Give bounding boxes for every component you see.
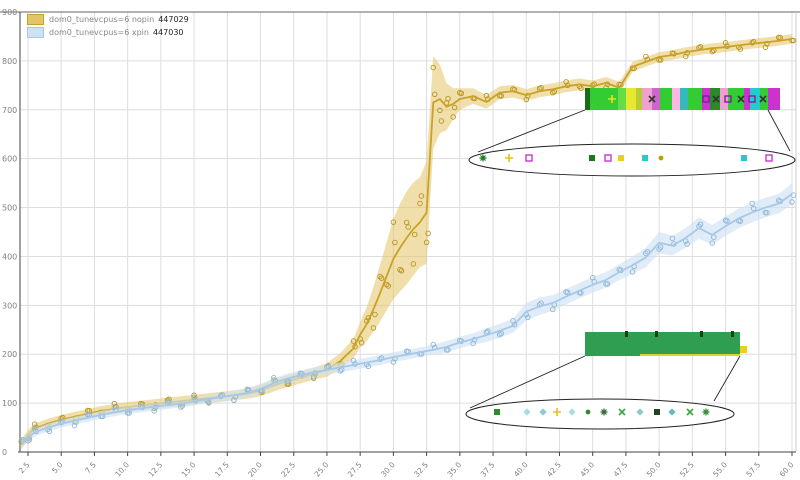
svg-text:5.0: 5.0 [50,460,65,475]
svg-text:0: 0 [2,448,7,457]
legend-value-nopin: 447029 [158,15,189,24]
svg-text:40.0: 40.0 [512,460,530,479]
svg-text:52.5: 52.5 [678,460,696,479]
y-axis-tick-labels: 0 100 200 300 400 500 600 700 800 900 [2,8,17,457]
svg-text:500: 500 [2,204,17,213]
svg-text:47.5: 47.5 [612,460,630,479]
svg-text:800: 800 [2,57,17,66]
svg-text:30.0: 30.0 [379,460,397,479]
svg-text:2.5: 2.5 [17,460,32,475]
callout-xpin-detail [465,331,747,430]
svg-text:12.5: 12.5 [146,460,164,479]
svg-text:10.0: 10.0 [113,460,131,479]
svg-text:15.0: 15.0 [180,460,198,479]
svg-text:42.5: 42.5 [545,460,563,479]
svg-text:900: 900 [2,8,17,17]
series-xpin-markers [18,192,797,444]
svg-text:200: 200 [2,350,17,359]
legend-label-nopin: dom0_tunevcpus=6 nopin [49,15,155,24]
svg-text:37.5: 37.5 [479,460,497,479]
legend: dom0_tunevcpus=6 nopin 447029 dom0_tunev… [27,13,189,39]
svg-text:45.0: 45.0 [578,460,596,479]
legend-swatch-nopin [27,14,44,25]
svg-text:25.0: 25.0 [313,460,331,479]
svg-text:400: 400 [2,252,17,261]
x-axis-tick-labels: 2.5 5.0 7.5 10.0 12.5 15.0 17.5 20.0 22.5 25.0 27.… [17,460,796,479]
axes [18,12,796,456]
legend-value-xpin: 447030 [152,28,184,37]
legend-item-nopin: dom0_tunevcpus=6 nopin 447029 [27,13,189,26]
svg-text:35.0: 35.0 [445,460,463,479]
svg-text:17.5: 17.5 [213,460,231,479]
legend-swatch-xpin [27,27,44,38]
svg-text:32.5: 32.5 [412,460,430,479]
svg-text:55.0: 55.0 [711,460,729,479]
svg-text:22.5: 22.5 [279,460,297,479]
series-xpin-line [20,193,793,444]
svg-text:57.5: 57.5 [744,460,762,479]
svg-text:600: 600 [2,155,17,164]
svg-text:60.0: 60.0 [778,460,796,479]
svg-text:700: 700 [2,106,17,115]
svg-text:20.0: 20.0 [246,460,264,479]
svg-text:50.0: 50.0 [645,460,663,479]
svg-text:7.5: 7.5 [83,460,98,475]
svg-text:27.5: 27.5 [346,460,364,479]
svg-text:100: 100 [2,399,17,408]
callout-nopin-detail [468,88,796,177]
svg-text:300: 300 [2,301,17,310]
legend-label-xpin: dom0_tunevcpus=6 xpin [49,28,149,37]
series-nopin-band [21,34,793,450]
legend-item-xpin: dom0_tunevcpus=6 xpin 447030 [27,26,189,39]
